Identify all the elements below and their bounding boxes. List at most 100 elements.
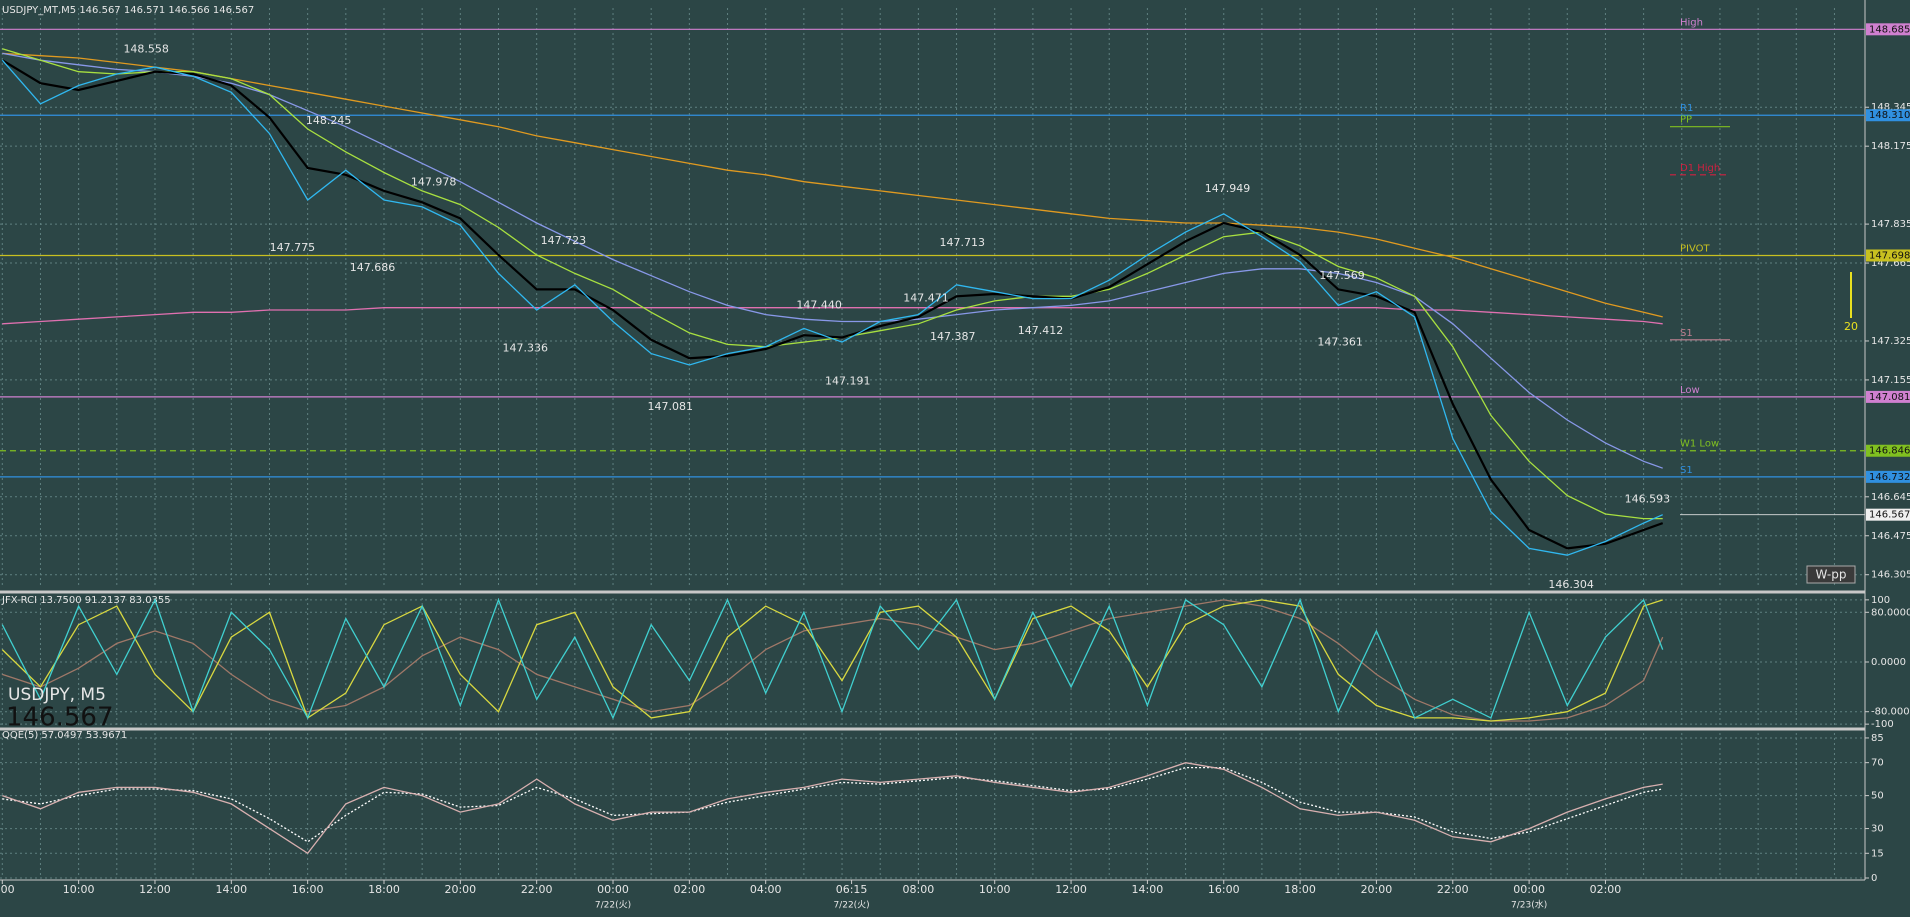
price-annotation: 147.361 <box>1317 336 1363 349</box>
y-tick-label: 80.0000 <box>1871 607 1910 618</box>
level-tag-label: 148.310 <box>1869 110 1910 121</box>
y-tick-label: 146.645 <box>1871 492 1910 503</box>
price-annotation: 147.686 <box>350 261 396 274</box>
w-pp-label[interactable]: W-pp <box>1816 568 1847 582</box>
series-line <box>2 766 1663 843</box>
price-annotation: 147.440 <box>796 299 842 312</box>
price-annotation: 147.569 <box>1319 269 1365 282</box>
price-overlay: 146.567 <box>6 703 114 733</box>
x-tick-label: 18:00 <box>1284 883 1316 896</box>
y-tick-label: 0 <box>1871 873 1877 884</box>
x-tick-label: 08:00 <box>903 883 935 896</box>
y-tick-label: 30 <box>1871 824 1884 835</box>
y-tick-label: 0.0000 <box>1871 657 1906 668</box>
y-tick-label: 100 <box>1871 595 1890 606</box>
level-label: S1 <box>1680 465 1693 476</box>
x-tick-label: 8:00 <box>0 883 15 896</box>
price-annotation: 147.978 <box>411 175 457 188</box>
x-tick-label: 12:00 <box>1055 883 1087 896</box>
x-tick-label: 02:00 <box>674 883 706 896</box>
panel-title: USDJPY_MT,M5 146.567 146.571 146.566 146… <box>2 5 254 16</box>
y-tick-label: -100 <box>1871 719 1894 730</box>
y-tick-label: -80.0000 <box>1871 707 1910 718</box>
y-tick-label: 147.155 <box>1871 375 1910 386</box>
x-tick-label: 22:00 <box>1437 883 1469 896</box>
price-annotation: 147.471 <box>903 292 949 305</box>
series-line <box>1 59 1663 556</box>
price-annotation: 147.723 <box>541 234 587 247</box>
series-line <box>2 52 1663 469</box>
level-tag-label: 146.732 <box>1869 472 1910 483</box>
panel-title: JFX-RCI 13.7500 91.2137 83.0355 <box>1 595 171 606</box>
level-tag-label: 146.846 <box>1869 446 1910 457</box>
y-tick-label: 50 <box>1871 791 1884 802</box>
level-tag <box>1866 249 1910 262</box>
y-tick-label: 85 <box>1871 733 1884 744</box>
y-tick-label: 15 <box>1871 848 1884 859</box>
x-tick-label: 02:00 <box>1590 883 1622 896</box>
level-label: S1 <box>1680 328 1693 339</box>
x-tick-label: 16:00 <box>1208 883 1240 896</box>
level-label: R1 <box>1680 103 1693 114</box>
level-tag <box>1866 109 1910 122</box>
level-label: PIVOT <box>1680 243 1711 254</box>
date-label: 7/22(火) <box>595 900 631 911</box>
level-tag <box>1866 23 1910 36</box>
price-tag-label: 146.567 <box>1869 510 1910 521</box>
series-line <box>1 59 1664 550</box>
x-tick-label: 22:00 <box>521 883 553 896</box>
x-tick-label: 12:00 <box>139 883 171 896</box>
x-tick-label: 20:00 <box>1361 883 1393 896</box>
price-annotation: 147.387 <box>930 330 976 343</box>
y-tick-label: 147.325 <box>1871 336 1910 347</box>
y-tick-label: 147.835 <box>1871 219 1910 230</box>
x-tick-label: 16:00 <box>292 883 324 896</box>
plot-layer: 148.345 148.175 147.835 147.665 147.325 147.1… <box>0 5 1910 911</box>
series-line <box>2 599 1664 722</box>
x-tick-label: 00:00 <box>597 883 629 896</box>
y-tick-label: 146.475 <box>1871 531 1910 542</box>
x-tick-label: 14:00 <box>215 883 247 896</box>
x-tick-label: 10:00 <box>979 883 1011 896</box>
date-label: 7/22(火) <box>833 900 869 911</box>
symbol-overlay: USDJPY, M5 <box>8 685 106 705</box>
level-tag-label: 147.081 <box>1869 392 1910 403</box>
x-tick-label: 00:00 <box>1513 883 1545 896</box>
level-tag <box>1866 390 1910 403</box>
price-annotation: 148.245 <box>306 114 352 127</box>
x-tick-label: 14:00 <box>1132 883 1164 896</box>
price-annotation: 147.412 <box>1018 324 1064 337</box>
y-tick-label: 148.345 <box>1871 102 1910 113</box>
x-tick-label: 20:00 <box>444 883 476 896</box>
price-annotation: 147.081 <box>648 400 694 413</box>
price-annotation: 147.775 <box>270 241 316 254</box>
x-tick-label: 04:00 <box>750 883 782 896</box>
price-annotation: 147.336 <box>502 341 548 354</box>
price-tag <box>1866 508 1910 521</box>
price-annotation: 147.949 <box>1205 182 1251 195</box>
y-tick-label: 148.175 <box>1871 141 1910 152</box>
series-line <box>1 599 1663 722</box>
level-label: PP <box>1680 115 1692 126</box>
level-tag <box>1866 444 1910 457</box>
w-pp-button[interactable] <box>1806 565 1856 584</box>
series-line <box>2 762 1663 855</box>
count-label: 20 <box>1844 320 1858 333</box>
price-annotation: 147.191 <box>825 375 871 388</box>
level-label: Low <box>1680 385 1700 396</box>
level-tag-label: 148.685 <box>1869 24 1910 35</box>
y-tick-label: 147.665 <box>1871 258 1910 269</box>
series-line <box>2 52 1663 318</box>
y-tick-label: 70 <box>1871 758 1884 769</box>
level-label: D1 High <box>1680 163 1720 174</box>
level-tag <box>1866 470 1910 483</box>
price-annotation: 146.593 <box>1625 493 1671 506</box>
series-line <box>1 598 1664 720</box>
x-tick-label: 10:00 <box>63 883 95 896</box>
level-label: W1 Low <box>1680 439 1719 450</box>
price-annotation: 148.558 <box>123 42 169 55</box>
level-label: High <box>1680 17 1703 28</box>
y-tick-label: 146.305 <box>1871 570 1910 581</box>
